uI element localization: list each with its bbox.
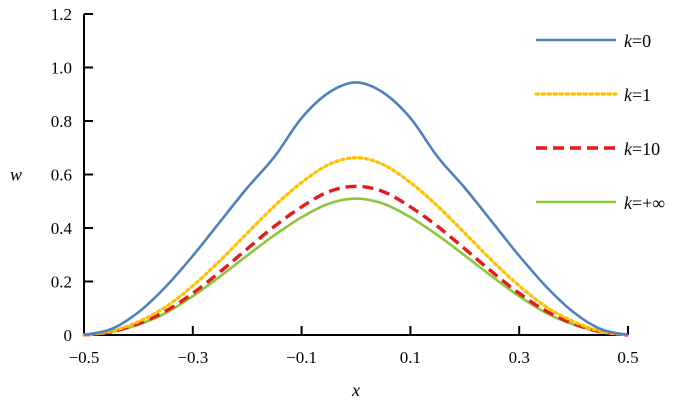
y-tick-label: 0.2 [51,273,72,292]
y-axis-label: w [10,165,22,185]
x-ticks: −0.5 −0.3 −0.1 0.1 0.3 0.5 [69,326,639,367]
legend-entry-k: k [624,31,633,51]
legend-entry-value: =1 [632,85,651,105]
x-axis-label: x [351,380,360,400]
legend: k=0k=1k=10k=+∞ [534,31,665,213]
y-tick-label: 0.8 [51,112,72,131]
y-tick-label: 1.0 [51,59,72,78]
series-line-2 [82,156,630,337]
legend-entry-k: k [624,193,633,213]
x-tick-label: −0.1 [286,348,317,367]
legend-entry-label: k=0 [624,31,651,51]
legend-entry-label: k=10 [624,139,660,159]
series-line-4 [83,197,629,337]
legend-entry-k: k [624,139,633,159]
legend-entry-value: =0 [632,31,651,51]
series-line-3 [83,184,629,337]
x-tick-label: 0.3 [509,348,530,367]
x-tick-label: −0.3 [177,348,208,367]
y-tick-label: 0.6 [51,166,72,185]
y-ticks: 0 0.2 0.4 0.6 0.8 1.0 1.2 [51,5,93,345]
legend-entry-label: k=+∞ [624,193,665,213]
x-tick-label: 0.5 [617,348,638,367]
legend-entry-value: =10 [632,139,660,159]
x-tick-label: 0.1 [400,348,421,367]
legend-entry-k: k [624,85,633,105]
y-tick-label: 1.2 [51,5,72,24]
legend-entry-value: =+∞ [632,193,665,213]
y-tick-label: 0 [64,326,73,345]
series-lines [82,81,630,337]
y-tick-label: 0.4 [51,219,73,238]
series-line-1 [83,81,629,337]
x-tick-label: −0.5 [69,348,100,367]
legend-entry-label: k=1 [624,85,651,105]
